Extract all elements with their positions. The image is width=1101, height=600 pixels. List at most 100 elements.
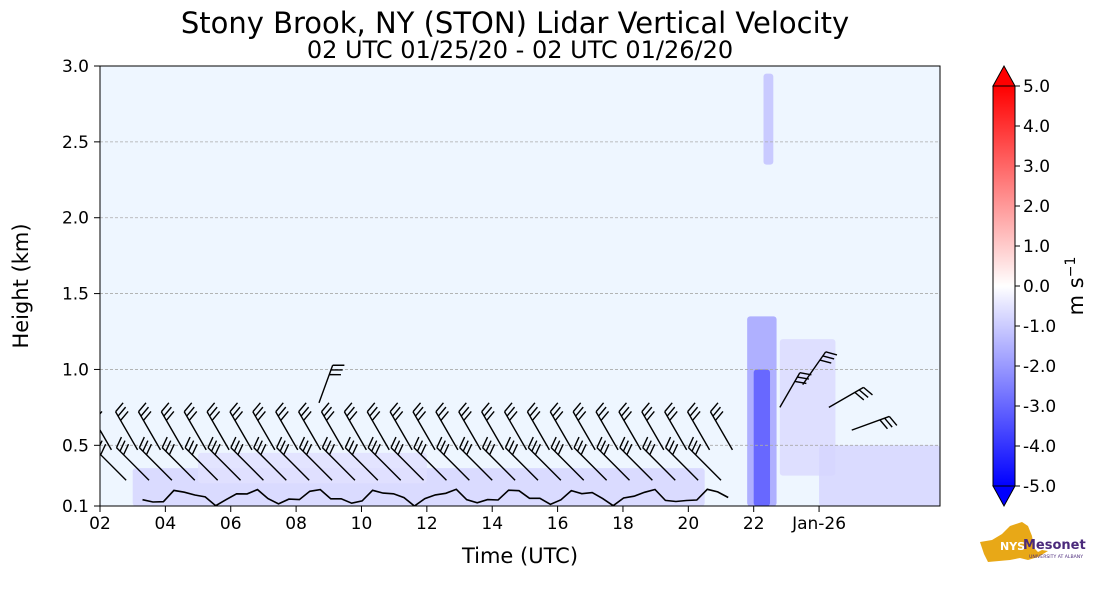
wind-barb-flag: [709, 402, 719, 413]
wind-barb-flag: [645, 440, 652, 452]
plot-frame: [99, 65, 941, 507]
wind-barb-flag: [371, 411, 381, 421]
x-tick-label: 04: [155, 514, 177, 534]
wind-barb: [619, 436, 653, 481]
wind-barb: [207, 436, 242, 481]
wind-barb-flag: [214, 443, 221, 456]
wind-barb-flag: [416, 440, 424, 452]
wind-barb-flag: [687, 402, 696, 413]
colorbar: 5.0 4.0 3.0 2.0 1.0 0.0 -1.0 -2.0 -3.0 -4.0 -5.0 m…: [992, 64, 1088, 508]
wind-barb-flag: [549, 402, 559, 413]
wind-barb-flag: [397, 443, 404, 456]
wind-barb-flag: [120, 411, 129, 421]
y-tick-label: 0.5: [62, 436, 89, 456]
wind-barb-flag: [529, 406, 538, 417]
wind-barb: [435, 402, 459, 451]
wind-barb: [802, 351, 838, 386]
wind-barb: [160, 402, 184, 451]
wind-barb-flag: [483, 406, 493, 417]
wind-barb: [137, 402, 162, 451]
colorbar-min-arrow: [992, 485, 1016, 508]
wind-barb-shaft: [686, 411, 711, 451]
wind-barb-flag: [234, 411, 244, 421]
colorbar-tick-label: 3.0: [1023, 157, 1050, 177]
wind-barb-flag: [389, 402, 399, 413]
wind-barb-flag: [183, 402, 193, 413]
wind-barb-flag: [142, 411, 152, 421]
wind-barb: [298, 402, 322, 451]
wind-barb-flag: [504, 402, 513, 413]
wind-barb: [664, 436, 699, 481]
wind-barb: [389, 402, 413, 451]
wind-barb: [641, 402, 665, 451]
wind-barb-flag: [619, 436, 626, 448]
wind-barb: [526, 402, 551, 451]
wind-barb-flag: [888, 416, 898, 426]
chart-subtitle: 02 UTC 01/25/20 - 02 UTC 01/26/20: [307, 36, 733, 64]
wind-barb-flag: [168, 443, 175, 456]
wind-barb-shaft: [161, 447, 196, 481]
wind-barb-flag: [440, 411, 449, 421]
velocity-region: [198, 452, 427, 484]
wind-barb: [436, 436, 470, 481]
wind-barb-flag: [600, 411, 610, 421]
wind-barb-shaft: [687, 447, 722, 481]
x-tick-label: 06: [220, 514, 242, 534]
wind-barb: [413, 436, 447, 481]
y-tick-label: 0.1: [62, 497, 89, 517]
wind-barb-shaft: [527, 447, 562, 481]
wind-barb-flag: [188, 440, 195, 452]
wind-barb-flag: [557, 443, 564, 456]
wind-barb-shaft: [851, 415, 890, 431]
velocity-region: [819, 445, 940, 506]
wind-barb-flag: [486, 411, 495, 421]
wind-barb: [550, 436, 585, 481]
wind-barb-flag: [209, 406, 218, 417]
wind-barb-shaft: [114, 411, 139, 451]
wind-barb-shaft: [481, 411, 505, 451]
y-tick-label: 1.5: [62, 285, 89, 305]
colorbar-tick-label: -4.0: [1023, 437, 1056, 457]
logo-badge-text: NYS: [1000, 540, 1025, 553]
wind-barb-flag: [163, 406, 172, 417]
wind-barb-flag: [462, 440, 469, 452]
wind-barb-flag: [595, 402, 605, 413]
x-axis-label: Time (UTC): [461, 544, 578, 568]
velocity-region: [779, 339, 836, 476]
wind-barb-shaft: [343, 411, 367, 451]
x-tick-label: 08: [285, 514, 307, 534]
wind-barb-flag: [596, 436, 603, 448]
wind-barb-shaft: [344, 447, 379, 481]
wind-barb-flag: [575, 406, 584, 417]
wind-barb-flag: [279, 440, 286, 452]
wind-barb-flag: [256, 440, 263, 452]
wind-barb-flag: [366, 402, 376, 413]
wind-barb-flag: [459, 436, 466, 448]
wind-barb-shaft: [321, 447, 356, 481]
wind-barb-shaft: [664, 411, 688, 451]
wind-barb: [343, 402, 367, 451]
wind-barb-flag: [534, 443, 541, 456]
wind-barb-flag: [649, 443, 656, 456]
wind-barb-flag: [435, 402, 444, 413]
wind-barb-flag: [554, 411, 564, 421]
wind-barb-flag: [100, 411, 103, 415]
wind-barb-shaft: [504, 447, 539, 481]
wind-barb-flag: [161, 436, 168, 448]
wind-barb-flag: [298, 402, 307, 413]
wind-barb-flag: [879, 419, 888, 430]
wind-barb-flag: [623, 411, 632, 421]
colorbar-tick-label: -2.0: [1023, 357, 1056, 377]
wind-barb-flag: [573, 436, 580, 448]
plot-contents: [100, 66, 940, 506]
wind-barb-flag: [439, 440, 446, 452]
wind-barb-flag: [509, 411, 518, 421]
wind-barb-flag: [393, 440, 401, 452]
wind-barb-flag: [884, 417, 893, 428]
wind-barb-shaft: [573, 447, 608, 481]
velocity-region: [753, 369, 771, 506]
wind-barb: [504, 436, 539, 481]
wind-barb-flag: [664, 402, 673, 413]
y-tick-label: 2.0: [62, 209, 89, 229]
wind-barb-flag: [825, 351, 838, 356]
